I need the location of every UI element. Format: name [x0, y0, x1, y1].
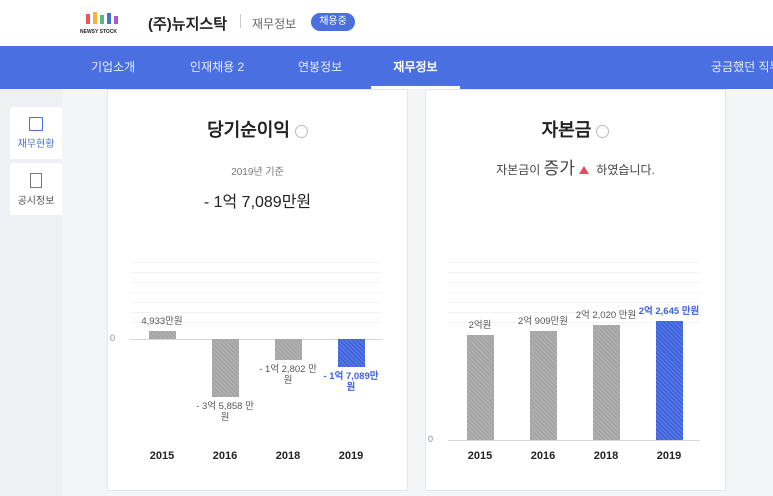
nav-item[interactable]: 연봉정보	[298, 60, 343, 74]
bar	[529, 330, 557, 440]
nav-item[interactable]: 인재채용 2	[190, 60, 245, 74]
value-label: 2억 2,645 만원	[638, 306, 700, 318]
title-text: 자본금	[541, 120, 592, 140]
subtitle-text: 자본금이	[496, 163, 541, 177]
value-label: - 1억 7,089만원	[323, 370, 379, 393]
card-title: 자본금	[426, 116, 725, 142]
side-item[interactable]: 공시정보	[10, 163, 62, 215]
grid-line	[130, 262, 382, 263]
grid-line	[448, 312, 700, 313]
x-tick-label: 2016	[530, 450, 556, 462]
grid-line	[448, 292, 700, 293]
bar	[337, 338, 365, 367]
nav-item[interactable]: 궁금했던 직무	[711, 60, 773, 74]
x-tick-label: 2018	[275, 450, 301, 462]
nav-bar: 기업소개 인재채용 2 연봉정보 재무정보 궁금했던 직무	[0, 46, 773, 89]
x-tick-label: 2019	[656, 450, 682, 462]
summary: - 1억 7,089만원	[203, 194, 312, 211]
bar	[655, 321, 683, 440]
value-label: 2억 2,020 만원	[575, 309, 637, 321]
logo[interactable]	[84, 12, 122, 28]
value-label: 4,933만원	[141, 315, 183, 327]
x-tick-label: 2019	[338, 450, 364, 462]
grid-line	[448, 262, 700, 263]
bar	[274, 338, 302, 360]
grid-line	[448, 282, 700, 283]
bar	[466, 335, 494, 440]
side-item[interactable]: 재무현황	[10, 107, 62, 159]
logo-text: NEWSY STOCK	[80, 29, 118, 35]
x-tick-label: 2015	[467, 450, 493, 462]
side-label: 재무현황	[17, 139, 55, 150]
value-label: - 3억 5,858 만원	[196, 401, 254, 424]
axis-line	[448, 440, 700, 441]
company-name[interactable]: (주)뉴지스탁	[148, 16, 227, 33]
grid-line	[448, 272, 700, 273]
side-label: 공시정보	[17, 196, 55, 207]
grid-line	[130, 292, 382, 293]
x-tick-label: 2016	[212, 450, 238, 462]
x-tick-label: 2015	[149, 450, 175, 462]
subtitle: 자본금이 증가 하였습니다.	[426, 154, 725, 179]
bar	[592, 324, 620, 440]
grid-line	[130, 282, 382, 283]
nav-item[interactable]: 기업소개	[91, 60, 136, 74]
card: 당기순이익 2019년 기준 - 1억 7,089만원	[107, 89, 408, 491]
grid-line	[130, 302, 382, 303]
grid-line	[130, 322, 382, 323]
bar	[148, 330, 176, 339]
section-name: 재무정보	[252, 17, 297, 31]
value-label: 2억 909만원	[518, 315, 568, 327]
grid-line	[130, 272, 382, 273]
grid-line	[130, 312, 382, 313]
value-label: 2억원	[468, 320, 492, 332]
nav-item-active[interactable]: 재무정보	[371, 46, 460, 89]
badge: 채용중	[311, 13, 355, 31]
subtitle: 2019년 기준	[231, 167, 284, 178]
sidebar: 재무현황 공시정보	[0, 89, 62, 496]
grid-line	[448, 302, 700, 303]
y-tick-label: 0	[428, 434, 434, 444]
subtitle-text: 하였습니다.	[596, 163, 655, 177]
bar	[211, 338, 239, 398]
header: NEWSY STOCK (주)뉴지스탁 재무정보 채용중	[0, 0, 773, 46]
grid-line	[448, 322, 700, 323]
subtitle-emphasis: 증가	[543, 159, 575, 178]
axis-line	[130, 338, 382, 340]
y-tick-label: 0	[110, 332, 116, 343]
card-title: 당기순이익	[108, 116, 407, 142]
x-tick-label: 2018	[593, 450, 619, 462]
value-label: - 1억 2,802 만원	[259, 363, 317, 386]
title-text: 당기순이익	[207, 120, 290, 140]
